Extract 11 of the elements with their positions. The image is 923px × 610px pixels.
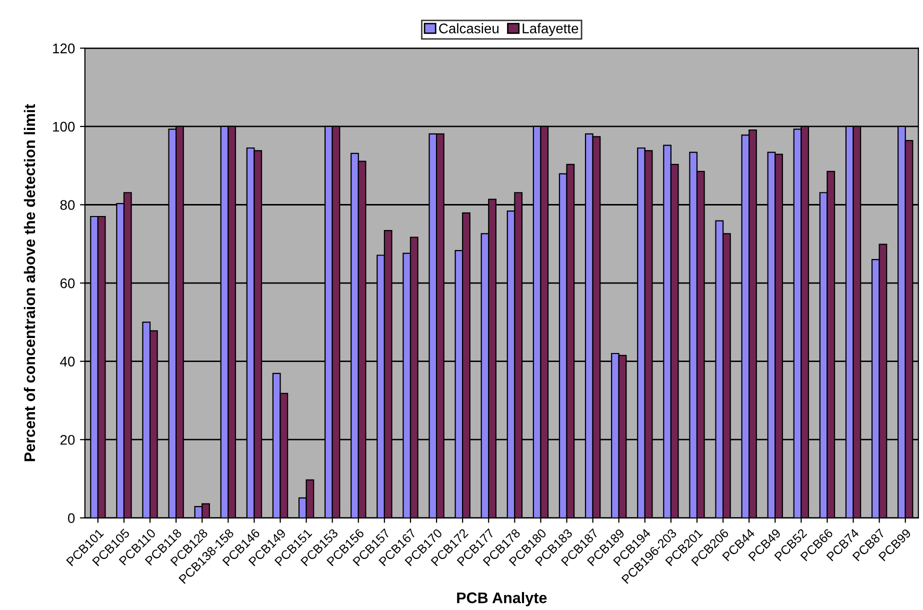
y-tick-label: 80 [60, 200, 75, 210]
y-tick-label: 100 [53, 122, 75, 132]
x-axis-title: PCB Analyte [457, 592, 547, 606]
y-tick-label: 40 [60, 356, 75, 366]
y-tick-label: 120 [53, 44, 75, 54]
legend-label: Lafayette [522, 23, 578, 36]
y-tick-label: 60 [60, 278, 75, 288]
y-axis-title: Percent of concentraion above the detection limit [24, 104, 36, 462]
legend-label: Calcasieu [439, 23, 498, 34]
y-tick-label: 0 [68, 513, 75, 524]
y-tick-label: 20 [60, 434, 75, 445]
